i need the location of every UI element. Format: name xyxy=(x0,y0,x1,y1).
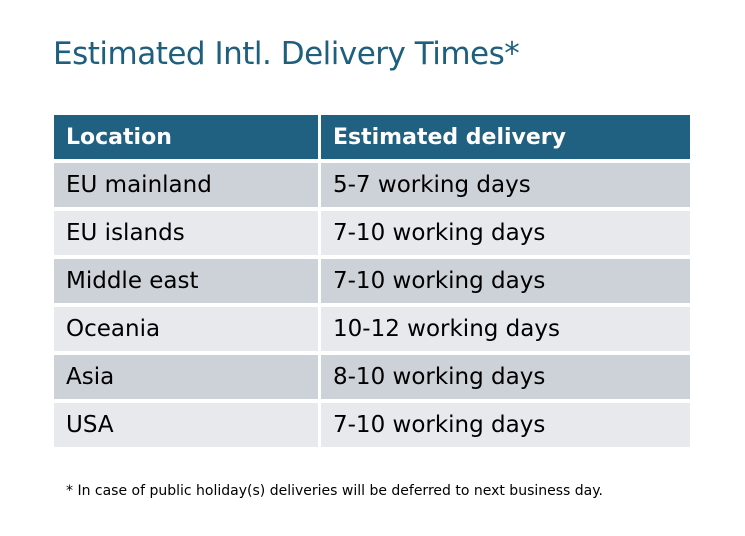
delivery-cell: 7-10 working days xyxy=(321,259,690,303)
location-cell: Middle east xyxy=(54,259,318,303)
delivery-cell: 7-10 working days xyxy=(321,211,690,255)
table-row: USA 7-10 working days xyxy=(54,403,690,447)
table-row: Middle east 7-10 working days xyxy=(54,259,690,303)
delivery-cell: 8-10 working days xyxy=(321,355,690,399)
delivery-cell: 5-7 working days xyxy=(321,163,690,207)
header-estimated-delivery: Estimated delivery xyxy=(321,115,690,159)
table-row: EU mainland 5-7 working days xyxy=(54,163,690,207)
table-header-row: Location Estimated delivery xyxy=(54,115,690,159)
delivery-table: Location Estimated delivery EU mainland 5… xyxy=(51,111,693,451)
location-cell: Asia xyxy=(54,355,318,399)
page-title: Estimated Intl. Delivery Times* xyxy=(53,36,520,72)
table-row: EU islands 7-10 working days xyxy=(54,211,690,255)
delivery-cell: 7-10 working days xyxy=(321,403,690,447)
location-cell: EU mainland xyxy=(54,163,318,207)
location-cell: EU islands xyxy=(54,211,318,255)
table-row: Oceania 10-12 working days xyxy=(54,307,690,351)
location-cell: Oceania xyxy=(54,307,318,351)
footnote: * In case of public holiday(s) deliverie… xyxy=(66,483,603,499)
header-location: Location xyxy=(54,115,318,159)
delivery-cell: 10-12 working days xyxy=(321,307,690,351)
table-row: Asia 8-10 working days xyxy=(54,355,690,399)
location-cell: USA xyxy=(54,403,318,447)
